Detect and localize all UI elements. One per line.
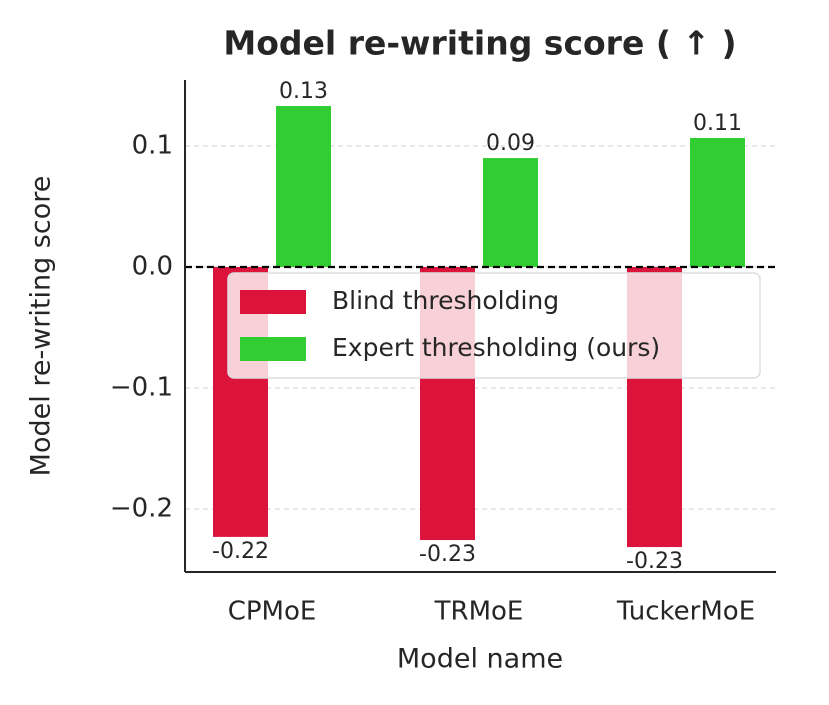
y-tick-label: 0.0 [132,251,173,281]
legend-frame [227,272,761,379]
legend: Blind thresholding Expert thresholding (o… [227,272,761,379]
data-label: 0.09 [486,131,535,156]
x-tick-label: TuckerMoE [616,597,755,627]
y-tick-label: 0.1 [132,130,173,160]
bar [483,158,538,267]
chart-title: Model re-writing score ( ↑ ) [223,24,736,63]
bar [690,137,745,267]
x-tick-label: CPMoE [228,597,317,627]
y-tick-label: −0.1 [110,373,173,403]
y-tick-label: −0.2 [110,494,173,524]
data-label: -0.22 [212,539,269,564]
legend-label: Blind thresholding [332,286,559,315]
data-label: -0.23 [419,542,476,567]
plot-area: −0.2 −0.1 0.0 0.1 CPMoE -0.22 0.13 TRMoE -0.23 0.… [110,79,776,627]
data-label: -0.23 [626,549,683,574]
x-tick-label: TRMoE [434,597,524,627]
legend-label: Expert thresholding (ours) [332,333,660,362]
x-axis-label: Model name [397,644,563,675]
y-axis-label: Model re-writing score [26,176,57,477]
legend-swatch [240,337,306,361]
bar [276,106,331,267]
data-label: 0.13 [279,79,328,104]
legend-swatch [240,290,306,314]
data-label: 0.11 [693,111,742,136]
